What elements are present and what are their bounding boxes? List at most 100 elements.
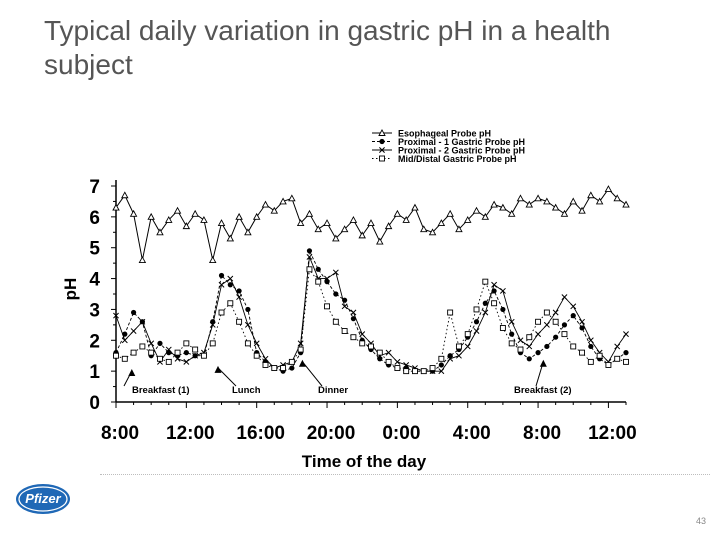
data-point-series-1: [569, 197, 577, 205]
data-point-series-1: [358, 231, 366, 239]
data-point-series-1: [261, 200, 270, 208]
data-point-series-3: [113, 312, 119, 319]
data-point-series-4: [579, 349, 585, 356]
data-point-series-1: [428, 228, 437, 236]
data-point-series-1: [235, 212, 243, 220]
data-point-series-3: [464, 343, 471, 350]
legend-label: Mid/Distal Gastric Probe pH: [398, 154, 517, 164]
data-point-series-1: [270, 206, 279, 214]
data-point-series-2: [561, 322, 568, 328]
data-point-series-4: [491, 300, 498, 307]
annotation-label: Breakfast (1): [132, 385, 190, 396]
data-point-series-1: [252, 212, 261, 220]
page-number: 43: [695, 516, 706, 526]
data-point-series-4: [359, 340, 366, 347]
data-point-series-4: [288, 358, 295, 365]
data-point-series-1: [604, 185, 613, 193]
data-point-series-4: [455, 343, 462, 350]
data-point-series-1: [446, 209, 454, 217]
data-point-series-1: [121, 191, 129, 199]
data-point-series-1: [129, 209, 138, 217]
data-point-series-1: [208, 256, 217, 264]
data-point-series-2: [157, 340, 163, 346]
data-point-series-1: [402, 216, 410, 223]
data-point-series-1: [507, 209, 516, 217]
data-point-series-3: [359, 331, 366, 338]
data-point-series-4: [324, 303, 330, 310]
data-point-series-1: [217, 219, 226, 226]
data-point-series-4: [429, 365, 436, 372]
data-point-series-3: [209, 321, 216, 328]
data-point-series-3: [552, 309, 559, 316]
data-point-series-1: [314, 225, 322, 233]
legend-marker-2: [379, 138, 385, 145]
data-point-series-3: [499, 287, 506, 294]
x-tick-label: 8:00: [101, 423, 139, 444]
data-point-series-4: [499, 324, 506, 331]
x-axis-title: Time of the day: [302, 452, 427, 471]
data-point-series-1: [543, 197, 551, 205]
data-point-series-4: [614, 355, 621, 362]
data-point-series-3: [324, 275, 330, 282]
legend-marker-3: [379, 147, 385, 153]
data-point-series-1: [165, 216, 173, 223]
data-point-series-4: [244, 340, 251, 347]
y-tick-label: 4: [89, 270, 100, 291]
data-point-series-4: [535, 318, 542, 325]
data-point-series-2: [588, 343, 594, 350]
data-point-series-1: [420, 225, 428, 233]
annotation-arrow: [217, 367, 237, 387]
data-point-series-4: [262, 362, 269, 368]
data-point-series-1: [525, 200, 534, 208]
data-point-series-1: [376, 237, 384, 245]
data-point-series-1: [472, 206, 481, 214]
data-point-series-3: [121, 337, 128, 344]
data-point-series-1: [384, 222, 393, 230]
data-point-series-2: [500, 306, 506, 313]
data-point-series-1: [305, 209, 314, 217]
data-point-series-3: [253, 340, 260, 347]
data-point-series-1: [332, 234, 340, 242]
legend-label: Esophageal Probe pH: [398, 129, 491, 139]
data-point-series-3: [482, 309, 489, 316]
data-point-series-3: [262, 355, 269, 362]
data-point-series-1: [173, 206, 182, 214]
data-point-series-1: [340, 225, 349, 233]
data-point-series-4: [192, 346, 199, 353]
y-tick-label: 7: [89, 177, 100, 198]
data-point-series-4: [464, 331, 471, 338]
data-point-series-4: [280, 365, 287, 372]
data-point-series-2: [623, 350, 629, 356]
data-point-series-4: [605, 362, 612, 368]
footer-divider: [100, 474, 710, 475]
data-point-series-3: [130, 328, 137, 334]
data-point-series-4: [139, 343, 146, 350]
data-point-series-3: [623, 331, 629, 338]
data-point-series-4: [113, 352, 119, 359]
y-tick-label: 0: [89, 393, 100, 414]
data-point-series-4: [473, 306, 480, 313]
data-point-series-3: [508, 318, 515, 325]
data-point-series-1: [578, 206, 586, 214]
data-point-series-1: [244, 228, 252, 236]
pfizer-logo: Pfizer: [16, 484, 70, 514]
data-point-series-1: [393, 209, 402, 217]
data-point-series-4: [200, 352, 207, 359]
data-point-series-1: [551, 203, 560, 211]
x-tick-label: 4:00: [453, 423, 491, 444]
data-point-series-3: [297, 340, 304, 347]
data-point-series-1: [490, 200, 498, 208]
data-point-series-4: [394, 365, 401, 372]
annotation-arrow: [302, 361, 323, 387]
data-point-series-4: [157, 355, 163, 362]
x-tick-label: 20:00: [307, 423, 356, 444]
data-point-series-1: [200, 216, 208, 223]
data-point-series-4: [271, 365, 278, 372]
data-point-series-3: [139, 318, 146, 325]
data-point-series-4: [341, 328, 348, 334]
y-tick-label: 2: [89, 331, 100, 352]
data-point-series-3: [394, 358, 401, 365]
data-point-series-2: [438, 362, 444, 368]
data-point-series-1: [367, 219, 375, 226]
